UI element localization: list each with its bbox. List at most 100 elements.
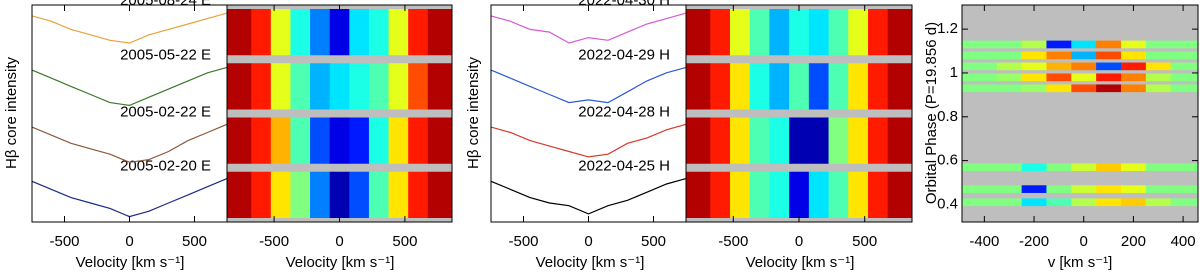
- heatmap-cell: [427, 9, 453, 56]
- x-tick-label: 0: [584, 233, 592, 250]
- heatmap-cell: [290, 63, 311, 110]
- heatmap-cell: [227, 63, 252, 110]
- heatmap-cell: [227, 117, 252, 164]
- heatmap-cell: [848, 171, 869, 218]
- y-axis-title: Hβ core intensity: [3, 57, 20, 170]
- heatmap-cell: [828, 171, 849, 218]
- heatmap-cell: [427, 171, 453, 218]
- heatmap-cell: [329, 9, 350, 56]
- heatmap-cell: [808, 117, 830, 164]
- heatmap-cell: [310, 9, 331, 56]
- heatmap-cell: [808, 9, 830, 56]
- heatmap-cell: [251, 63, 272, 110]
- heatmap-cell: [349, 117, 370, 164]
- heatmap-cell: [1071, 84, 1097, 93]
- heatmap-cell: [251, 171, 272, 218]
- heatmap-cell: [1145, 84, 1172, 93]
- series-line: [31, 12, 228, 44]
- heatmap-cell: [1046, 163, 1072, 172]
- heatmap-cell: [349, 9, 370, 56]
- heatmap-cell: [962, 84, 998, 93]
- heatmap-cell: [848, 9, 869, 56]
- heatmap-cell: [388, 9, 409, 56]
- heatmap-cell: [808, 63, 830, 110]
- heatmap-cell: [686, 9, 711, 56]
- heatmap-cell: [710, 171, 731, 218]
- heatmap-cell: [686, 117, 711, 164]
- plot-frame: [961, 4, 1199, 223]
- heatmap-cell: [1071, 73, 1097, 82]
- series-line: [490, 66, 687, 104]
- heatmap-cell: [867, 171, 889, 218]
- series-label: 2022-04-25 H: [578, 158, 670, 175]
- heatmap-cell: [1046, 73, 1072, 82]
- heatmap-cell: [408, 9, 429, 56]
- heatmap-cell: [1170, 185, 1199, 193]
- heatmap-cell: [962, 51, 998, 60]
- heatmap-cell: [848, 117, 869, 164]
- y-tick-label: 0.6: [937, 152, 958, 169]
- heatmap-cell: [996, 51, 1023, 60]
- heatmap-cell: [710, 63, 731, 110]
- heatmap-cell: [1096, 198, 1122, 207]
- series-line: [31, 123, 228, 163]
- heatmap-cell: [290, 171, 311, 218]
- heatmap-cell: [1021, 51, 1047, 60]
- heatmap-cell: [227, 9, 252, 56]
- heatmap-cell: [270, 117, 291, 164]
- heatmap-cell: [1170, 163, 1199, 172]
- heatmap-cell: [1071, 40, 1097, 49]
- heatmap-cell: [1120, 73, 1147, 82]
- series-line: [490, 178, 687, 215]
- heatmap-cell: [1096, 163, 1122, 172]
- x-tick-label: -200: [1019, 233, 1049, 250]
- heatmap-cell: [808, 171, 830, 218]
- heatmap-cell: [368, 171, 390, 218]
- heatmap-cell: [1120, 40, 1147, 49]
- x-axis-title: Velocity [km s⁻¹]: [76, 254, 185, 271]
- heatmap-cell: [730, 9, 751, 56]
- heatmap-cell: [270, 63, 291, 110]
- heatmap-cell: [730, 63, 751, 110]
- heatmap-cell: [329, 117, 350, 164]
- heatmap-cell: [1120, 84, 1147, 93]
- x-tick-label: 0: [795, 233, 803, 250]
- heatmap-cell: [1046, 185, 1072, 193]
- heatmap-cell: [329, 63, 350, 110]
- heatmap-cell: [962, 198, 998, 207]
- heatmap-cell: [310, 117, 331, 164]
- heatmap-cell: [290, 9, 311, 56]
- heatmap-cell: [349, 63, 370, 110]
- heatmap-cell: [848, 63, 869, 110]
- heatmap-cell: [769, 171, 790, 218]
- heatmap-cell: [329, 171, 350, 218]
- heatmap-cell: [388, 117, 409, 164]
- heatmap-cell: [962, 163, 998, 172]
- heatmap-cell: [1096, 62, 1122, 71]
- heatmap-cell: [251, 117, 272, 164]
- heatmap-cell: [1021, 73, 1047, 82]
- heatmap-cell: [1021, 198, 1047, 207]
- x-tick-label: 500: [852, 233, 877, 250]
- heatmap-cell: [1021, 62, 1047, 71]
- heatmap-cell: [996, 73, 1023, 82]
- heatmap-cell: [1021, 163, 1047, 172]
- heatmap-cell: [1021, 84, 1047, 93]
- heatmap-cell: [1046, 62, 1072, 71]
- heatmap-cell: [310, 171, 331, 218]
- heatmap-cell: [1071, 163, 1097, 172]
- heatmap-cell: [996, 185, 1023, 193]
- x-tick-label: -400: [969, 233, 999, 250]
- series-label: 2022-04-28 H: [578, 103, 670, 120]
- x-tick-label: -500: [508, 233, 538, 250]
- y-axis-title: Orbital Phase (P=19.856 d): [923, 22, 940, 204]
- heatmap-cell: [1170, 40, 1199, 49]
- x-axis-title: Velocity [km s⁻¹]: [536, 254, 645, 271]
- x-tick-label: 0: [1080, 233, 1088, 250]
- x-tick-label: 500: [392, 233, 417, 250]
- heatmap-cell: [996, 84, 1023, 93]
- y-tick-label: 0.4: [937, 195, 958, 212]
- heatmap-cell: [251, 9, 272, 56]
- heatmap-cell: [1096, 84, 1122, 93]
